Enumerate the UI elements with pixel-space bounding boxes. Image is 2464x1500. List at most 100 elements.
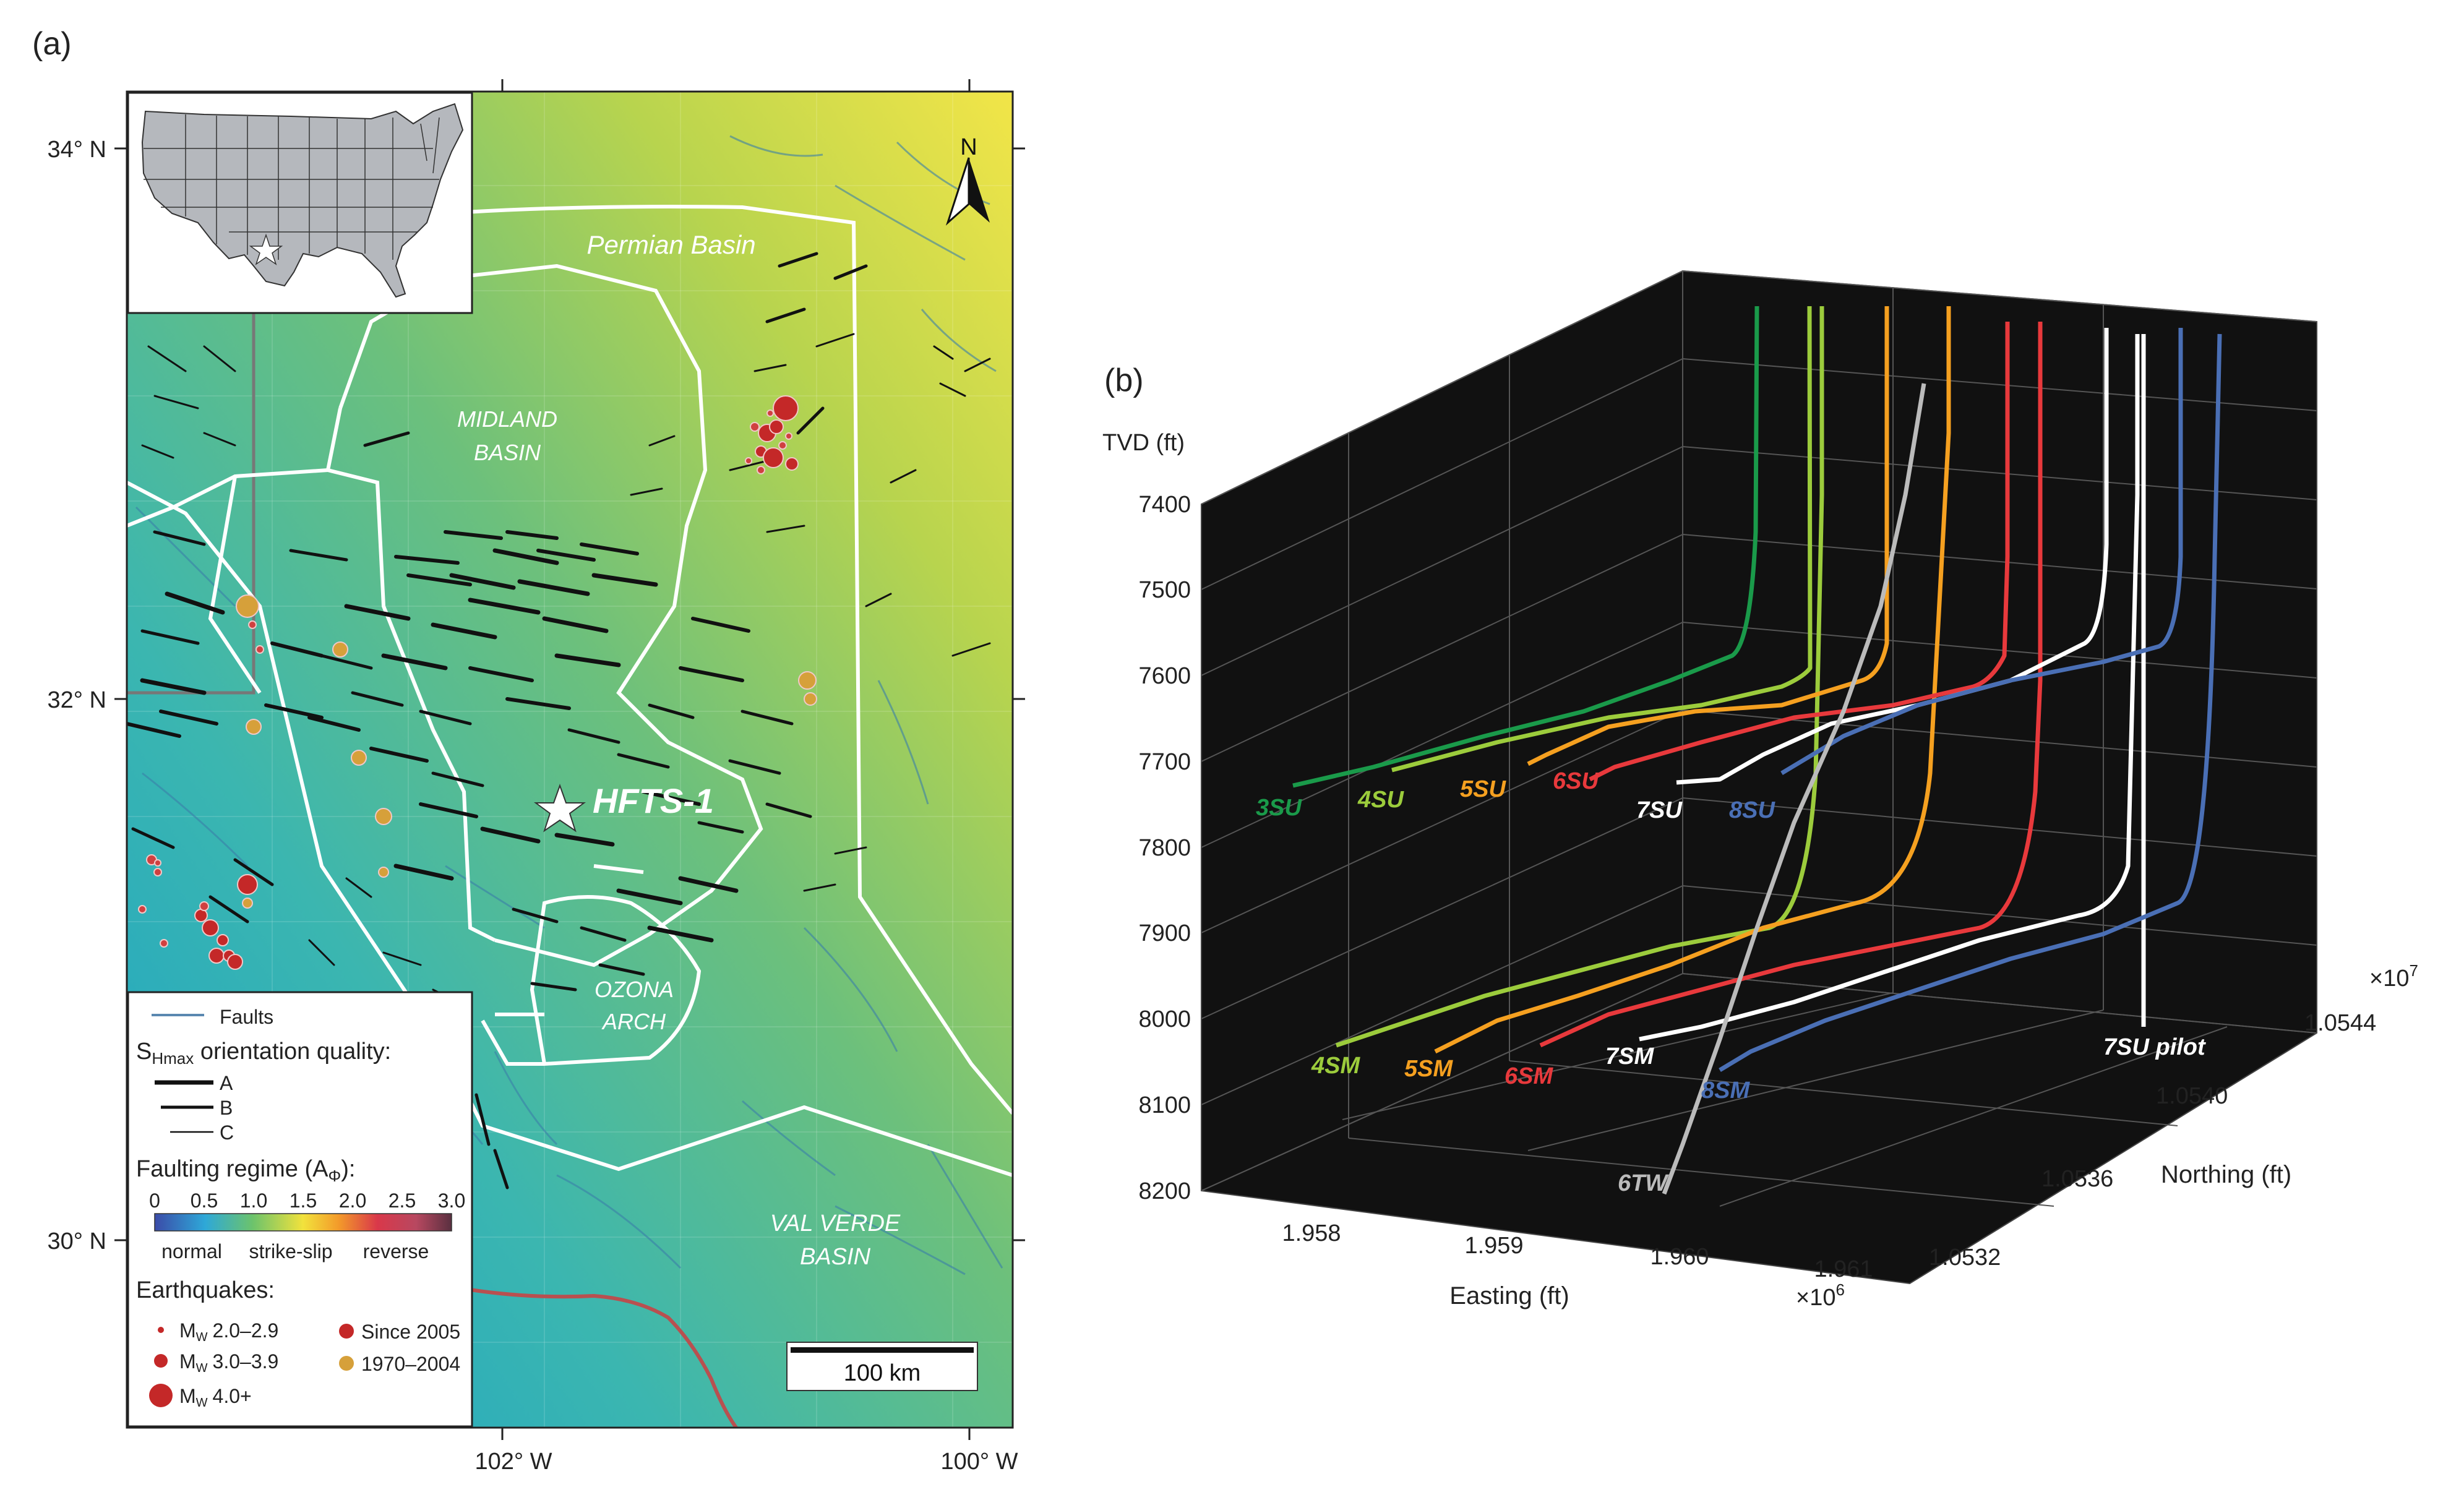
well-4sm bbox=[1335, 306, 1824, 1048]
label-permian-basin: Permian Basin bbox=[586, 230, 755, 259]
northing-ticks: 1.0532 1.0536 1.0540 1.0544 bbox=[1929, 1010, 2376, 1271]
label-ozona-2: ARCH bbox=[601, 1009, 666, 1034]
legend-regime-title: Faulting regime (AΦ): bbox=[136, 1156, 355, 1185]
regime-reverse: reverse bbox=[363, 1240, 429, 1262]
shmax-cluster bbox=[127, 530, 750, 818]
label-8su: 8SU bbox=[1729, 797, 1775, 823]
tvd-ticks: 7400 7500 7600 7700 7800 7900 8000 8100 … bbox=[1138, 492, 1191, 1204]
well-8su bbox=[1780, 328, 2183, 776]
tvd-tick-8000: 8000 bbox=[1138, 1006, 1191, 1032]
map-legend: Faults SHmax orientation quality: A B C … bbox=[127, 991, 473, 1428]
lat-label-32: 32° N bbox=[48, 687, 106, 713]
us-inset bbox=[127, 92, 473, 314]
well-4su bbox=[1391, 306, 1813, 773]
legend-mag-2: MW 3.0–3.9 bbox=[179, 1350, 278, 1375]
regime-colorbar bbox=[154, 1213, 452, 1232]
label-7su: 7SU bbox=[1636, 797, 1683, 823]
panel-a-label: (a) bbox=[32, 26, 72, 62]
legend-since-2005: Since 2005 bbox=[361, 1321, 460, 1343]
legend-faults: Faults bbox=[220, 1006, 273, 1028]
lon-label-102: 102° W bbox=[474, 1449, 552, 1475]
label-midland-1: MIDLAND bbox=[457, 406, 557, 432]
regime-tick-10: 1.0 bbox=[240, 1189, 267, 1212]
easting-tick-1958: 1.958 bbox=[1282, 1220, 1341, 1246]
tvd-axis-label: TVD (ft) bbox=[1102, 430, 1185, 456]
well-6su bbox=[1589, 322, 2010, 782]
tvd-tick-7900: 7900 bbox=[1138, 920, 1191, 946]
northing-tick-10532: 1.0532 bbox=[1929, 1245, 2001, 1271]
north-arrow-icon: N bbox=[945, 134, 990, 226]
well-6sm bbox=[1539, 322, 2043, 1048]
grid-floor bbox=[1201, 973, 2317, 1207]
label-5su: 5SU bbox=[1460, 776, 1506, 802]
label-6tw: 6TW bbox=[1618, 1170, 1669, 1196]
northing-tick-10536: 1.0536 bbox=[2041, 1166, 2113, 1192]
inset-star-icon bbox=[249, 233, 283, 265]
northing-label: Northing (ft) bbox=[2161, 1161, 2291, 1188]
site-label: HFTS-1 bbox=[593, 781, 714, 820]
us-outline bbox=[141, 103, 464, 298]
label-6sm: 6SM bbox=[1505, 1063, 1553, 1089]
scale-label: 100 km bbox=[844, 1360, 921, 1386]
northing-scale: ×107 bbox=[2369, 961, 2418, 992]
regime-strike-slip: strike-slip bbox=[249, 1240, 332, 1262]
label-6su: 6SU bbox=[1553, 768, 1599, 794]
well-labels: 3SU 4SU 5SU 6SU 7SU 8SU 4SM 5SM 6SM 7SM … bbox=[1256, 768, 2206, 1196]
legend-quality-a: A bbox=[220, 1072, 233, 1094]
easting-tick-1960: 1.960 bbox=[1650, 1244, 1709, 1270]
easting-scale: ×106 bbox=[1796, 1280, 1845, 1311]
scale-bar: 100 km bbox=[786, 1342, 978, 1391]
legend-quality-c: C bbox=[220, 1121, 234, 1144]
state-lines bbox=[144, 114, 440, 260]
lat-label-30: 30° N bbox=[48, 1228, 106, 1254]
grid-left bbox=[1201, 270, 1683, 1191]
regime-tick-25: 2.5 bbox=[388, 1189, 416, 1212]
legend-eq-title: Earthquakes: bbox=[136, 1277, 275, 1303]
label-7sm: 7SM bbox=[1605, 1044, 1654, 1069]
regime-tick-05: 0.5 bbox=[191, 1189, 218, 1212]
regime-tick-20: 2.0 bbox=[339, 1189, 366, 1212]
tvd-tick-7700: 7700 bbox=[1138, 749, 1191, 775]
legend-mag-1: MW 2.0–2.9 bbox=[179, 1319, 278, 1344]
legend-quality-b: B bbox=[220, 1097, 233, 1119]
tvd-tick-8100: 8100 bbox=[1138, 1092, 1191, 1118]
lat-label-34: 34° N bbox=[48, 137, 106, 163]
northing-tick-10540: 1.0540 bbox=[2156, 1083, 2228, 1109]
well-6tw bbox=[1662, 383, 1926, 1195]
easting-tick-1959: 1.959 bbox=[1464, 1233, 1523, 1259]
label-midland-2: BASIN bbox=[474, 440, 541, 465]
river bbox=[470, 1288, 738, 1428]
regime-tick-15: 1.5 bbox=[290, 1189, 317, 1212]
label-valverde-2: BASIN bbox=[800, 1244, 871, 1270]
well-5sm bbox=[1434, 306, 1951, 1054]
legend-mag-3: MW 4.0+ bbox=[179, 1385, 252, 1410]
map-frame bbox=[126, 90, 1014, 1429]
tvd-tick-7400: 7400 bbox=[1138, 492, 1191, 518]
well-8sm bbox=[1719, 333, 2222, 1073]
well-7su bbox=[1676, 328, 2109, 785]
label-ozona-1: OZONA bbox=[595, 977, 674, 1002]
tvd-tick-7500: 7500 bbox=[1138, 577, 1191, 603]
label-4su: 4SU bbox=[1357, 787, 1404, 813]
regime-normal: normal bbox=[161, 1240, 222, 1262]
easting-tick-1961: 1.961 bbox=[1814, 1256, 1873, 1282]
panel-b-label: (b) bbox=[1104, 362, 1144, 398]
tvd-tick-7800: 7800 bbox=[1138, 835, 1191, 861]
site-star-icon bbox=[533, 784, 586, 833]
map-ticks bbox=[114, 79, 1025, 1440]
label-valverde-1: VAL VERDE bbox=[770, 1211, 901, 1236]
well-paths bbox=[1292, 306, 2222, 1195]
regime-tick-0: 0 bbox=[149, 1189, 160, 1212]
well-7sm bbox=[1639, 334, 2140, 1042]
label-3su: 3SU bbox=[1256, 795, 1302, 821]
tvd-tick-7600: 7600 bbox=[1138, 663, 1191, 689]
shmax-segments bbox=[131, 252, 991, 1189]
label-4sm: 4SM bbox=[1311, 1053, 1360, 1079]
well-3su bbox=[1292, 306, 1759, 788]
well-5su bbox=[1527, 306, 1889, 766]
north-label: N bbox=[960, 134, 977, 160]
label-8sm: 8SM bbox=[1701, 1078, 1750, 1104]
label-5sm: 5SM bbox=[1404, 1056, 1453, 1082]
legend-1970-2004: 1970–2004 bbox=[361, 1353, 460, 1375]
lon-label-100: 100° W bbox=[940, 1449, 1018, 1475]
